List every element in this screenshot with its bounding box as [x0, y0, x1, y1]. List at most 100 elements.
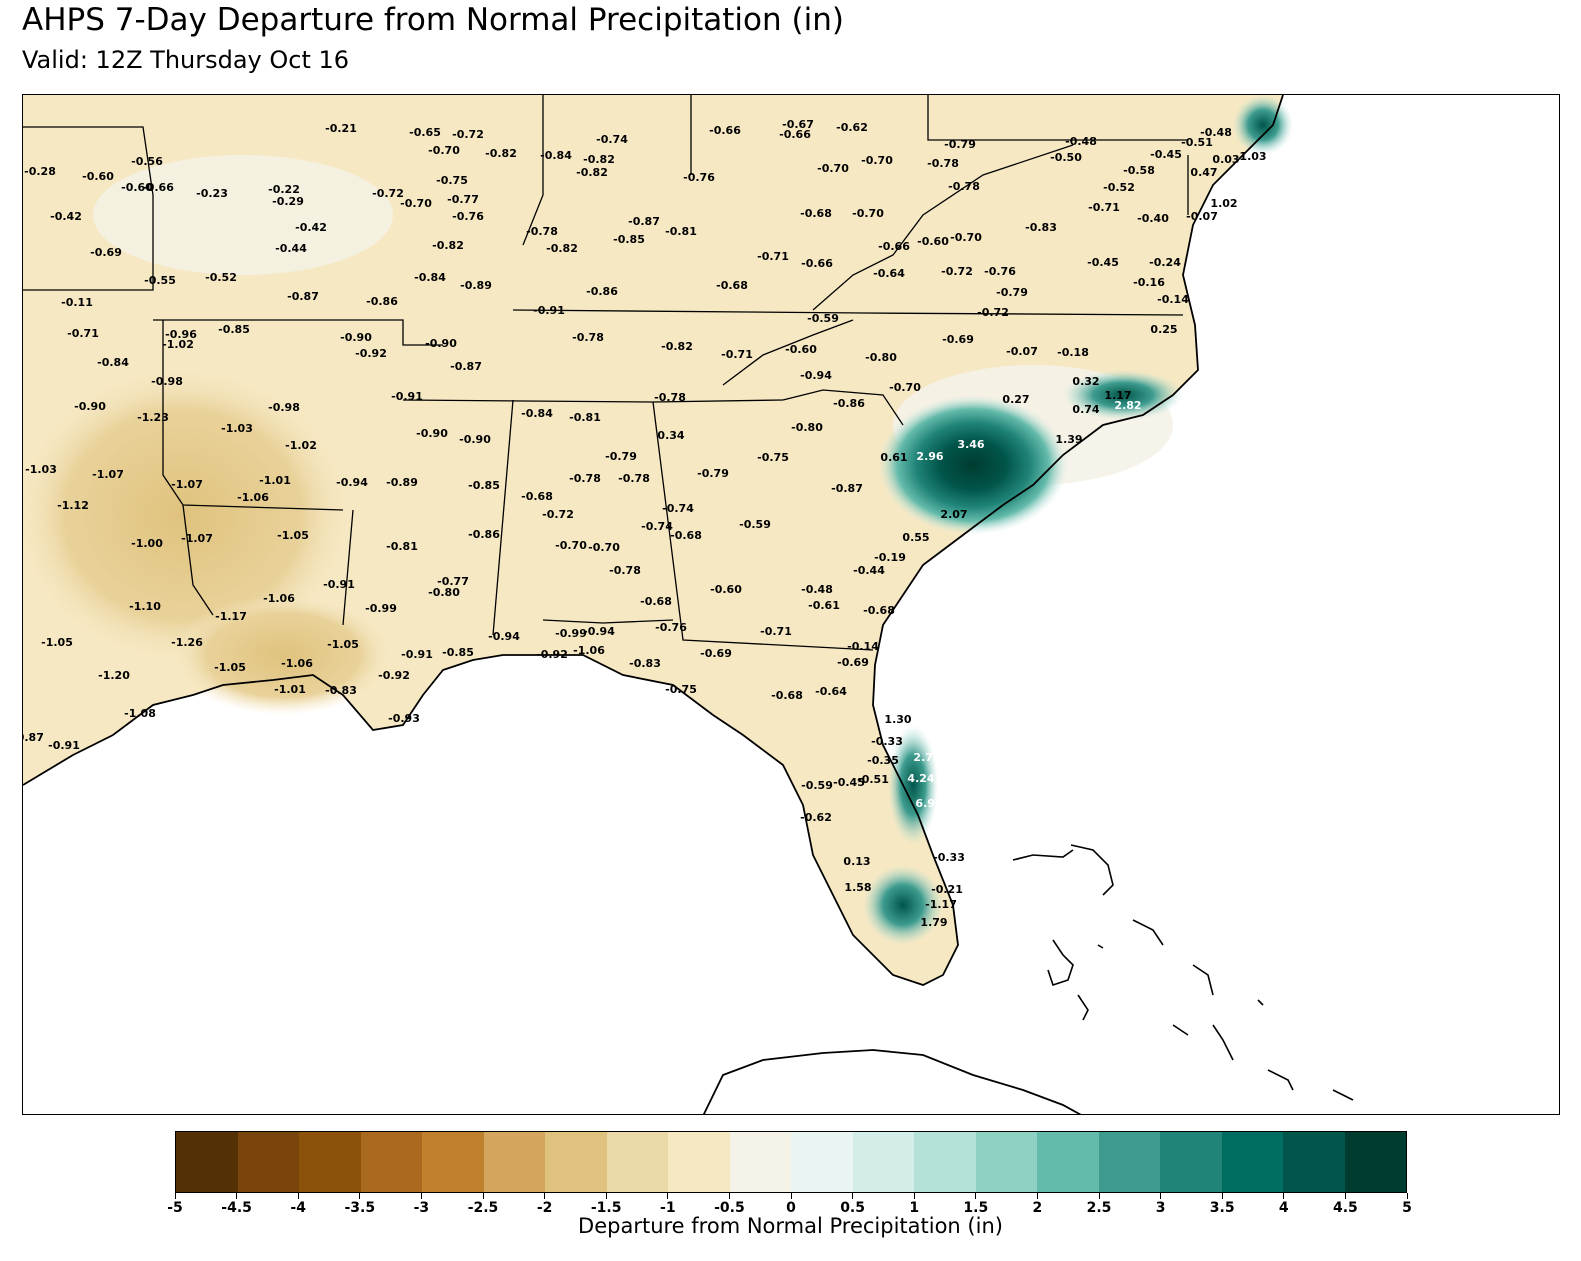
colorbar-tick-mark [790, 1193, 792, 1199]
station-value-label: -0.76 [655, 621, 687, 634]
station-value-label: -0.70 [400, 197, 432, 210]
colorbar-tick-label: 2 [1032, 1200, 1043, 1216]
station-value-label: -0.90 [425, 337, 457, 350]
station-value-label: -0.90 [459, 433, 491, 446]
colorbar-tick-label: 3 [1155, 1200, 1166, 1216]
station-value-label: -0.82 [583, 153, 615, 166]
station-value-label: -0.19 [874, 551, 906, 564]
station-value-labels: -0.21 -0.65 -0.72 -0.74-0.66 -0.67-0.66-0.62… [23, 118, 1267, 929]
station-value-label: -1.23 [137, 411, 169, 424]
station-value-label: -1.01 [259, 474, 291, 487]
station-value-label: -0.71 [1088, 201, 1120, 214]
dry-louisiana-zone [173, 595, 393, 715]
station-value-label: 4.24 [907, 772, 934, 785]
station-value-label: -0.89 [386, 476, 418, 489]
colorbar-swatch [545, 1132, 607, 1192]
station-value-label: 0.55 [902, 531, 929, 544]
station-value-label: -0.83 [629, 657, 661, 670]
station-value-label: -0.66 [709, 124, 741, 137]
station-value-label: -0.14 [847, 640, 879, 653]
station-value-label: -1.03 [221, 422, 253, 435]
station-value-label: 1.30 [884, 713, 911, 726]
colorbar-tick-label: 5 [1402, 1200, 1412, 1216]
station-value-label: -0.66 [142, 181, 174, 194]
colorbar-tick-label: -4.5 [221, 1200, 252, 1216]
cuba-coastline [702, 1049, 1082, 1114]
station-value-label: -0.94 [800, 369, 832, 382]
colorbar-tick-mark [1344, 1193, 1346, 1199]
station-value-label: -1.05 [214, 661, 246, 674]
colorbar-swatch [299, 1132, 361, 1192]
colorbar-tick-mark [1036, 1193, 1038, 1199]
station-value-label: 1.03 [1239, 150, 1266, 163]
station-value-label: -0.59 [807, 312, 839, 325]
station-value-label: -0.62 [836, 121, 868, 134]
station-value-label: -0.72 [941, 265, 973, 278]
station-value-label: -0.24 [1149, 256, 1181, 269]
station-value-label: 1.02 [1210, 197, 1237, 210]
station-value-label: -0.45 [833, 776, 865, 789]
station-value-label: -0.66 [878, 240, 910, 253]
station-value-label: -0.82 [576, 166, 608, 179]
map-canvas: -0.21 -0.65 -0.72 -0.74-0.66 -0.67-0.66-0.62… [23, 95, 1354, 1114]
colorbar-tick-mark [544, 1193, 546, 1199]
station-value-label: -1.12 [57, 499, 89, 512]
station-value-label: -0.60 [121, 181, 153, 194]
station-value-label: -0.72 [372, 187, 404, 200]
station-value-label: -0.70 [555, 539, 587, 552]
station-value-label: -0.80 [428, 586, 460, 599]
station-value-label: -0.85 [468, 479, 500, 492]
station-value-label: -0.59 [801, 779, 833, 792]
station-value-label: -0.91 [48, 739, 80, 752]
colorbar-tick-label: 3.5 [1209, 1200, 1235, 1216]
colorbar-tick-mark [174, 1193, 176, 1199]
station-value-label: -0.85 [613, 233, 645, 246]
station-value-label: -0.91 [391, 390, 423, 403]
station-value-label: -0.16 [1133, 276, 1165, 289]
station-value-label: -0.79 [605, 450, 637, 463]
station-value-label: 0.32 [1072, 375, 1099, 388]
colorbar-tick-mark [359, 1193, 361, 1199]
station-value-label: -1.17 [925, 898, 957, 911]
station-value-label: -1.06 [281, 657, 313, 670]
colorbar-tick-label: -1.5 [590, 1200, 622, 1216]
station-value-label: -0.86 [366, 295, 398, 308]
station-value-label: -0.45 [1150, 148, 1182, 161]
station-value-label: -0.94 [336, 476, 368, 489]
station-value-label: -0.64 [873, 267, 905, 280]
station-value-label: -0.42 [295, 221, 327, 234]
colorbar-tick-label: -3.5 [344, 1200, 376, 1216]
map-title: AHPS 7-Day Departure from Normal Precipi… [22, 2, 844, 38]
station-value-label: 6.93 [915, 797, 942, 810]
station-value-label: -0.94 [488, 630, 520, 643]
colorbar-tick-mark [605, 1193, 607, 1199]
colorbar-swatch [975, 1132, 1037, 1192]
colorbar-swatch [791, 1132, 853, 1192]
station-value-label: 0.27 [1002, 393, 1029, 406]
station-value-label: -0.80 [865, 351, 897, 364]
station-value-label: -0.92 [378, 669, 410, 682]
colorbar-tick-mark [1283, 1193, 1285, 1199]
station-value-label: 0.34 [657, 429, 684, 442]
station-value-label: -0.71 [760, 625, 792, 638]
station-value-label: -0.92 [536, 648, 568, 661]
station-value-label: -0.93 [388, 712, 420, 725]
station-value-label: -0.52 [205, 271, 237, 284]
station-value-label: -0.91 [533, 304, 565, 317]
station-value-label: -0.35 [867, 754, 899, 767]
station-value-label: -0.48 [801, 583, 833, 596]
station-value-label: -0.78 [948, 180, 980, 193]
colorbar-tick-mark [667, 1193, 669, 1199]
station-value-label: -0.70 [428, 144, 460, 157]
station-value-label: -0.70 [889, 381, 921, 394]
colorbar-tick-label: -4 [290, 1200, 306, 1216]
station-value-label: -0.23 [196, 187, 228, 200]
station-value-label: -0.40 [1137, 212, 1169, 225]
station-value-label: -0.82 [546, 242, 578, 255]
colorbar-tick-mark [852, 1193, 854, 1199]
station-value-label: -0.87 [628, 215, 660, 228]
station-value-label: -1.07 [181, 532, 213, 545]
station-value-label: -0.68 [771, 689, 803, 702]
station-value-label: -0.74 [662, 502, 694, 515]
station-value-label: -0.99 [555, 627, 587, 640]
